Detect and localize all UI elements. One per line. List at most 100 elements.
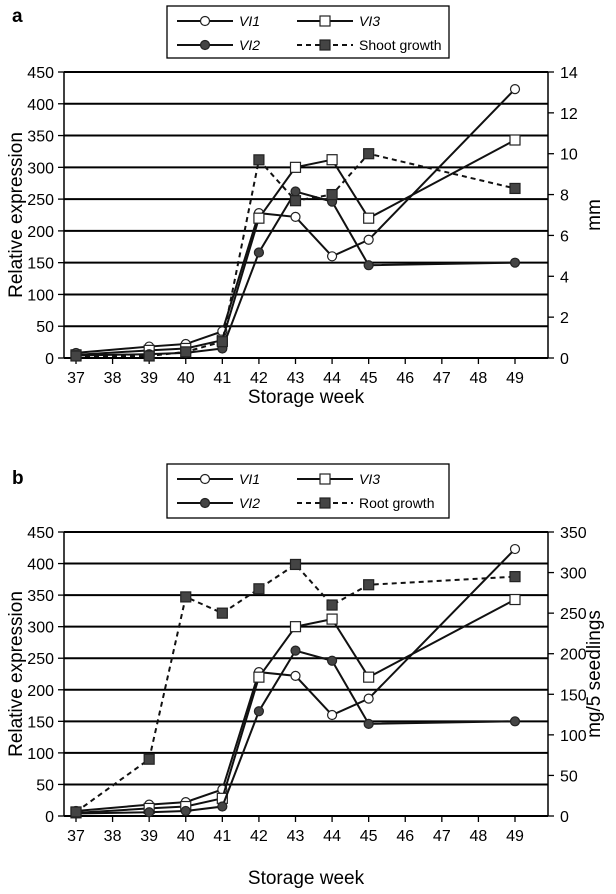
data-point (253, 583, 265, 595)
x-tick-label: 38 (104, 370, 122, 387)
x-axis-label: Storage week (248, 387, 365, 408)
legend-item: VI3 (297, 13, 380, 29)
data-point (289, 161, 302, 173)
data-point (509, 257, 521, 268)
series-line (75, 563, 516, 813)
y2-tick-label: 14 (560, 65, 578, 82)
y2-tick-label: 4 (560, 269, 569, 286)
x-tick-label: 37 (67, 370, 85, 387)
data-point (509, 716, 521, 727)
x-tick-label: 47 (433, 370, 451, 387)
x-tick-label: 43 (287, 370, 305, 387)
y-tick-label: 300 (27, 620, 54, 637)
x-axis-label: Storage week (248, 868, 365, 889)
y2-tick-label: 300 (560, 566, 587, 583)
y2-tick-label: 100 (560, 728, 587, 745)
data-point (509, 84, 521, 95)
y-axis-label: Relative expression (6, 591, 27, 757)
y2-axis-label: mg/5 seedlings (584, 610, 605, 738)
x-tick-label: 40 (177, 370, 195, 387)
y-tick-label: 100 (27, 746, 54, 763)
y2-tick-label: 200 (560, 647, 587, 664)
legend-item: VI1 (177, 13, 260, 29)
data-point (180, 805, 191, 817)
data-point (363, 234, 374, 245)
data-point (253, 212, 265, 224)
data-point (509, 571, 521, 583)
x-tick-label: 48 (470, 370, 488, 387)
y-tick-label: 200 (27, 683, 54, 700)
data-point (509, 134, 521, 146)
y-tick-label: 150 (27, 256, 54, 273)
data-point (363, 212, 375, 224)
panel-letter: b (12, 468, 24, 489)
x-tick-label: 39 (140, 828, 158, 845)
y-tick-label: 0 (45, 809, 54, 826)
y2-tick-label: 250 (560, 606, 587, 623)
series-shoot-growth (70, 148, 521, 362)
data-point (290, 186, 301, 197)
legend-box (166, 463, 450, 519)
data-point (290, 670, 301, 681)
y-tick-label: 150 (27, 714, 54, 731)
y2-tick-label: 350 (560, 525, 587, 542)
y-tick-label: 300 (27, 160, 54, 177)
data-point (363, 693, 374, 704)
y-axis-label: Relative expression (6, 132, 27, 298)
legend-item: VI1 (177, 471, 260, 487)
legend-marker (199, 15, 211, 27)
data-point (289, 621, 302, 633)
data-point (509, 593, 521, 606)
data-point (289, 558, 302, 571)
series-vi1 (70, 84, 521, 359)
legend: VI1 VI3 VI2 Shoot growth (166, 5, 450, 59)
x-tick-label: 48 (470, 828, 488, 845)
x-tick-label: 46 (396, 370, 414, 387)
y-tick-label: 0 (45, 351, 54, 368)
x-tick-label: 40 (177, 828, 195, 845)
x-tick-label: 42 (250, 370, 268, 387)
legend-label: Root growth (359, 495, 434, 511)
panel-letter: a (12, 6, 23, 27)
legend-marker (199, 497, 211, 509)
data-point (70, 350, 82, 362)
y2-tick-label: 12 (560, 106, 578, 123)
data-point (363, 260, 374, 271)
legend-marker (319, 473, 331, 485)
x-tick-label: 43 (287, 828, 305, 845)
legend-label: VI1 (239, 471, 260, 487)
legend-marker (199, 473, 211, 485)
data-point (143, 350, 155, 362)
series-root-growth (70, 558, 521, 818)
data-point (326, 613, 338, 625)
data-point (326, 655, 338, 666)
data-point (180, 346, 192, 358)
y-tick-label: 400 (27, 97, 54, 114)
y2-tick-label: 2 (560, 310, 569, 327)
y2-tick-label: 8 (560, 188, 569, 205)
data-point (326, 709, 338, 721)
data-point (253, 247, 265, 258)
x-tick-label: 44 (323, 828, 341, 845)
x-tick-label: 45 (360, 370, 378, 387)
legend-item: Root growth (297, 495, 434, 511)
chart-panel-b: b 0 50 100 150 200 250 300 350 400 450 0 50 100 150 200… (6, 463, 605, 889)
x-tick-label: 44 (323, 370, 341, 387)
legend-label: VI1 (239, 13, 260, 29)
legend-marker (199, 39, 211, 51)
legend-marker (319, 497, 331, 509)
y-tick-label: 350 (27, 129, 54, 146)
y2-tick-label: 10 (560, 147, 578, 164)
data-point (289, 195, 302, 207)
y2-tick-label: 6 (560, 228, 569, 245)
data-point (326, 188, 338, 201)
x-tick-label: 47 (433, 828, 451, 845)
y2-axis-label: mm (584, 199, 605, 231)
data-point (363, 579, 375, 591)
y-tick-label: 400 (27, 557, 54, 574)
y2-tick-label: 0 (560, 809, 569, 826)
legend-label: VI3 (359, 471, 380, 487)
x-tick-label: 37 (67, 828, 85, 845)
y-tick-label: 250 (27, 651, 54, 668)
x-tick-label: 46 (396, 828, 414, 845)
